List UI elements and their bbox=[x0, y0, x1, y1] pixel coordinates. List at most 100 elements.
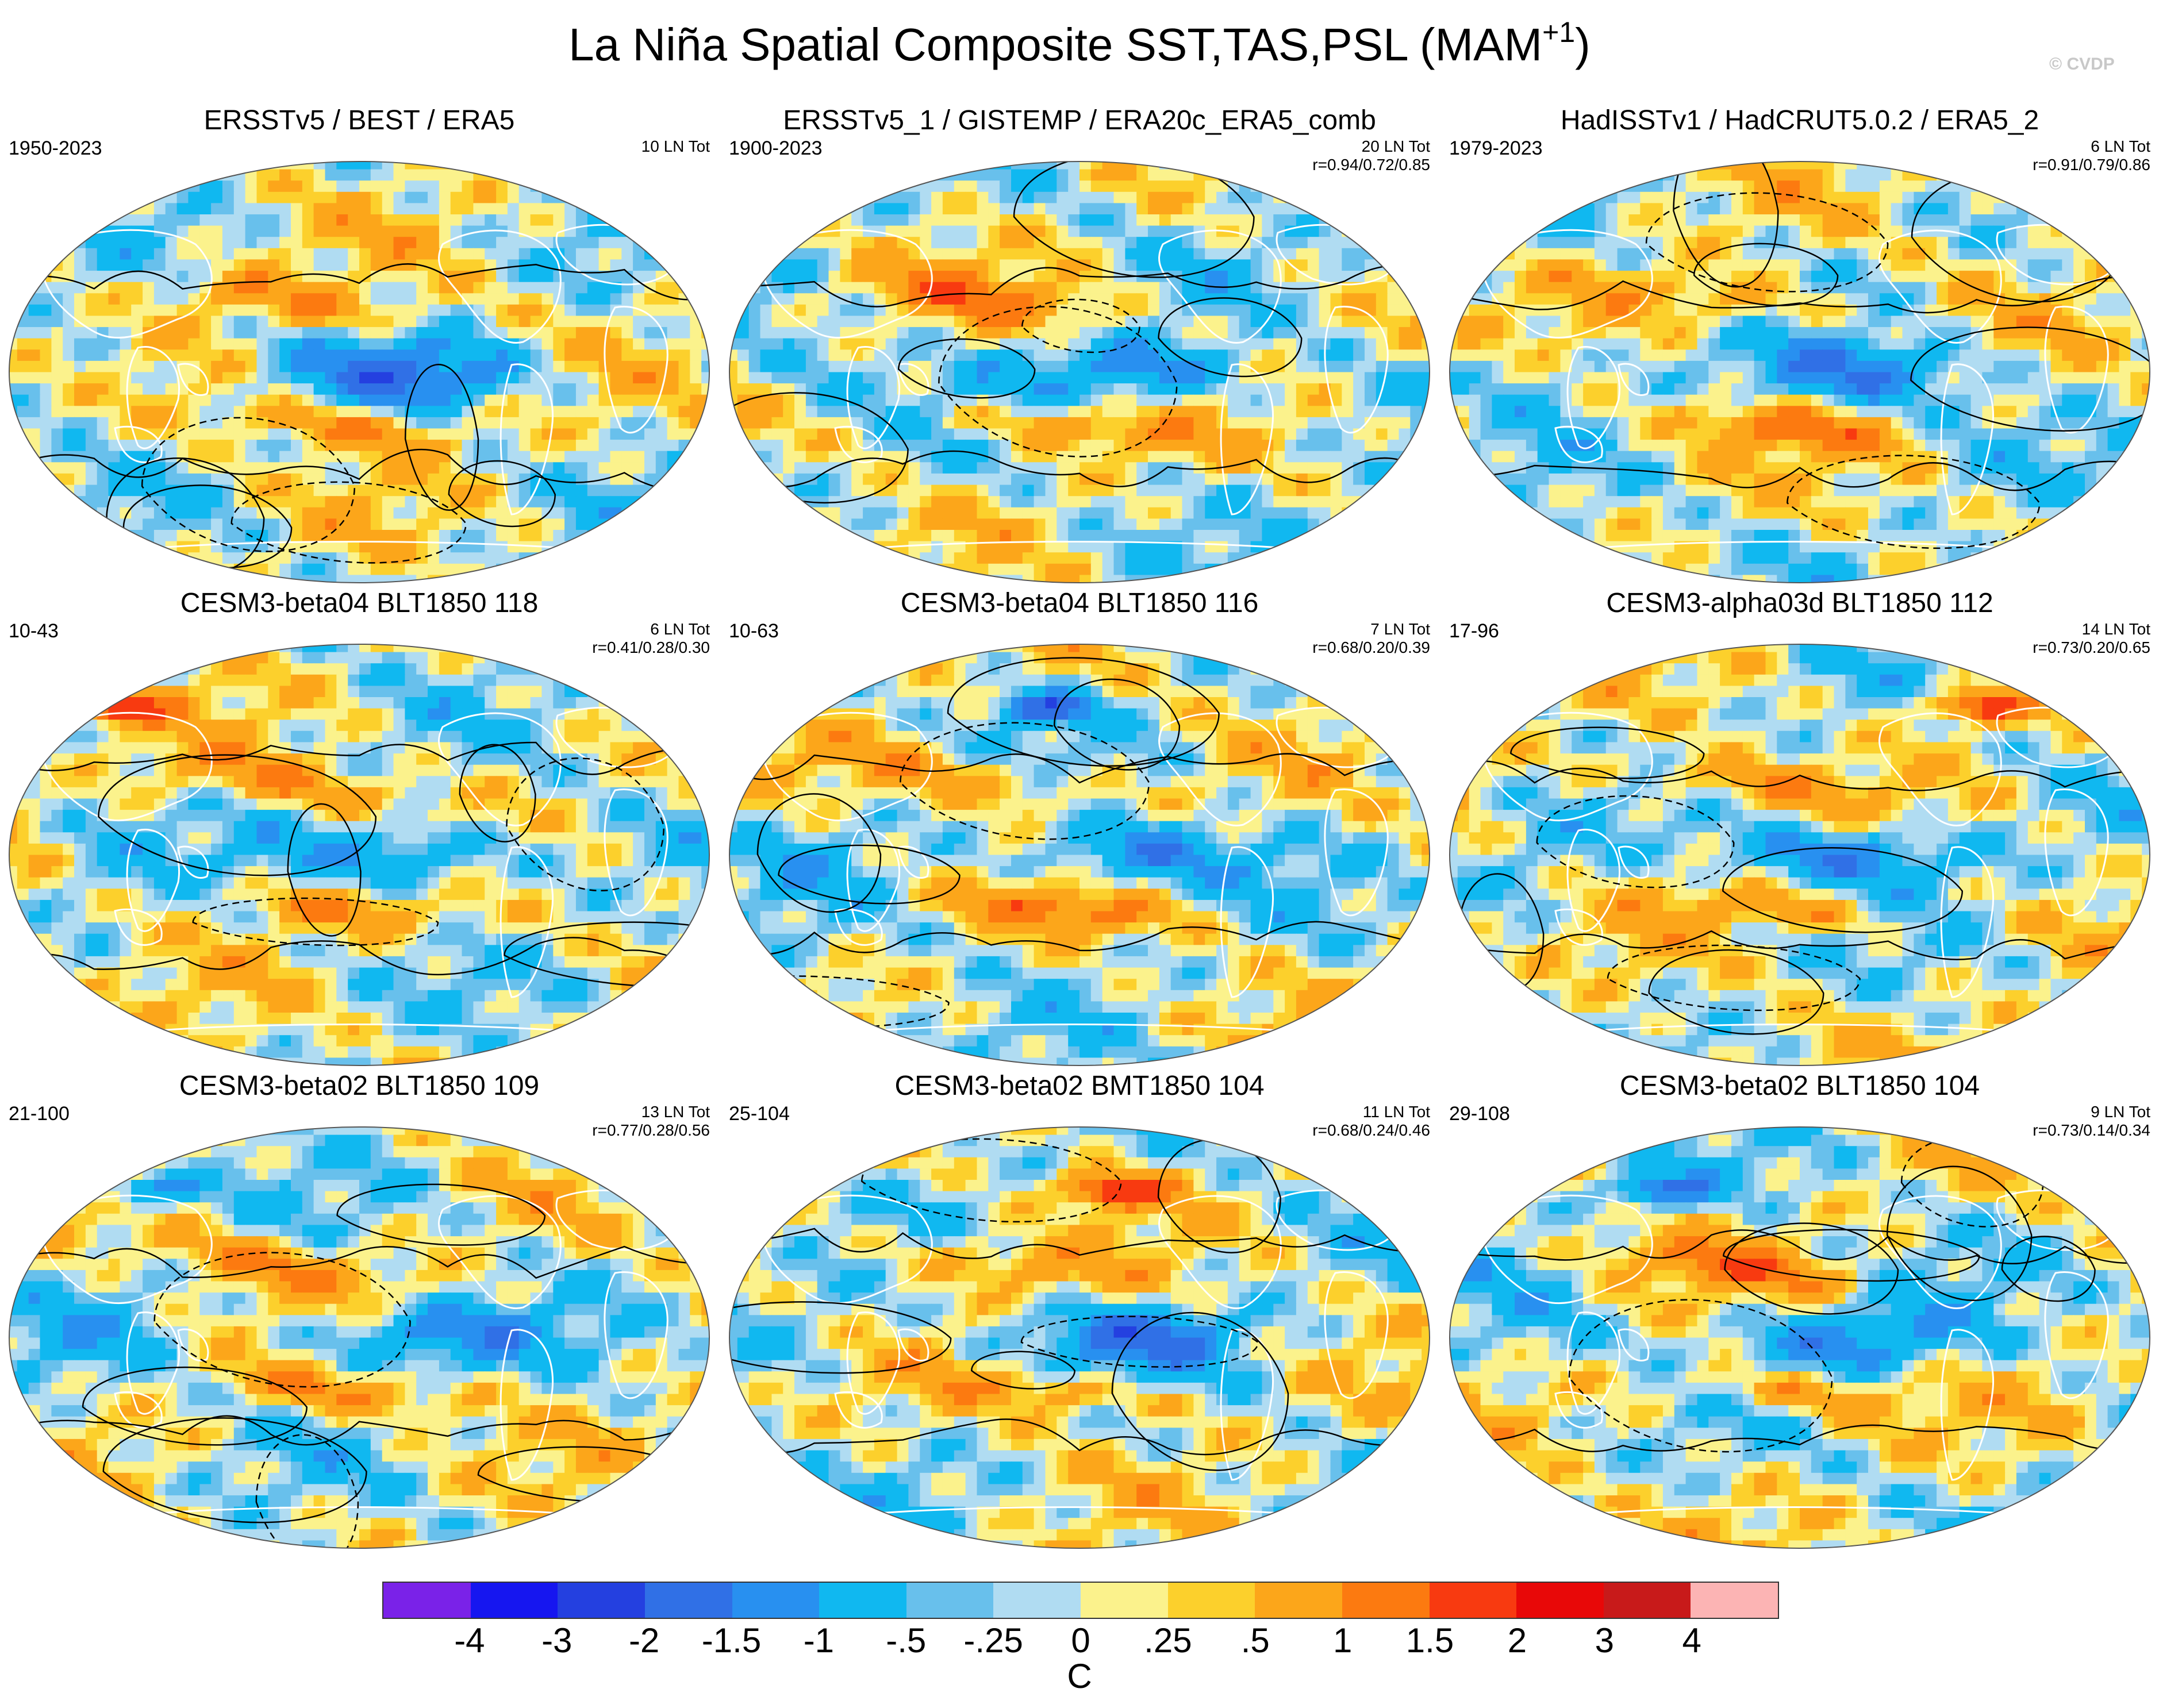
anomaly-cell bbox=[553, 304, 565, 317]
anomaly-cell bbox=[518, 496, 531, 508]
anomaly-cell bbox=[439, 372, 451, 384]
anomaly-cell bbox=[954, 360, 966, 373]
anomaly-cell bbox=[1387, 259, 1400, 271]
panel-event-count: 10 LN Tot bbox=[641, 138, 710, 155]
anomaly-cell bbox=[1387, 360, 1400, 373]
anomaly-cell bbox=[291, 304, 303, 317]
anomaly-cell bbox=[771, 203, 783, 215]
anomaly-cell bbox=[701, 484, 709, 497]
anomaly-cell bbox=[1480, 180, 1493, 193]
anomaly-cell bbox=[783, 406, 795, 418]
anomaly-cell bbox=[131, 180, 143, 193]
anomaly-cell bbox=[40, 541, 52, 553]
anomaly-cell bbox=[370, 507, 383, 520]
anomaly-cell bbox=[1148, 518, 1160, 530]
anomaly-cell bbox=[920, 496, 932, 508]
anomaly-cell bbox=[805, 507, 818, 520]
anomaly-cell bbox=[199, 394, 212, 407]
anomaly-cell bbox=[817, 293, 829, 305]
anomaly-cell bbox=[359, 259, 371, 271]
anomaly-cell bbox=[828, 191, 841, 204]
anomaly-cell bbox=[9, 237, 18, 249]
anomaly-cell bbox=[1080, 161, 1092, 170]
anomaly-cell bbox=[302, 394, 314, 407]
anomaly-cell bbox=[1113, 316, 1126, 328]
anomaly-cell bbox=[954, 237, 966, 249]
anomaly-cell bbox=[1136, 248, 1148, 260]
anomaly-cell bbox=[1285, 237, 1297, 249]
coastline bbox=[1158, 229, 1282, 344]
anomaly-cell bbox=[211, 225, 223, 237]
anomaly-cell bbox=[874, 338, 886, 351]
anomaly-cell bbox=[348, 248, 360, 260]
anomaly-cell bbox=[729, 237, 738, 249]
anomaly-cell bbox=[496, 440, 508, 452]
anomaly-cell bbox=[428, 451, 440, 463]
anomaly-cell bbox=[1879, 191, 1892, 204]
anomaly-cell bbox=[2039, 180, 2052, 193]
anomaly-cell bbox=[518, 507, 531, 520]
anomaly-cell bbox=[885, 248, 898, 260]
anomaly-cell bbox=[598, 575, 611, 583]
anomaly-cell bbox=[1319, 180, 1331, 193]
anomaly-cell bbox=[828, 417, 841, 429]
anomaly-cell bbox=[1000, 304, 1012, 317]
anomaly-cell bbox=[1399, 271, 1411, 283]
anomaly-cell bbox=[188, 214, 200, 226]
anomaly-cell bbox=[771, 541, 783, 553]
anomaly-cell bbox=[256, 417, 269, 429]
anomaly-cell bbox=[828, 237, 841, 249]
anomaly-cell bbox=[1034, 440, 1046, 452]
anomaly-cell bbox=[176, 496, 189, 508]
anomaly-cell bbox=[176, 293, 189, 305]
anomaly-cell bbox=[1045, 530, 1058, 542]
anomaly-cell bbox=[644, 394, 656, 407]
anomaly-cell bbox=[143, 180, 155, 193]
anomaly-cell bbox=[74, 575, 86, 583]
anomaly-cell bbox=[1193, 259, 1205, 271]
anomaly-cell bbox=[954, 338, 966, 351]
anomaly-cell bbox=[1296, 237, 1308, 249]
anomaly-cell bbox=[507, 203, 520, 215]
anomaly-cell bbox=[1148, 169, 1160, 181]
anomaly-cell bbox=[1720, 180, 1732, 193]
anomaly-cell bbox=[428, 484, 440, 497]
anomaly-cell bbox=[439, 484, 451, 497]
anomaly-cell bbox=[131, 225, 143, 237]
anomaly-cell bbox=[359, 237, 371, 249]
anomaly-cell bbox=[1330, 214, 1343, 226]
psl-contour bbox=[404, 364, 479, 511]
anomaly-cell bbox=[942, 225, 955, 237]
anomaly-cell bbox=[805, 214, 818, 226]
anomaly-cell bbox=[416, 225, 428, 237]
anomaly-cell bbox=[655, 473, 668, 486]
anomaly-cell bbox=[393, 440, 406, 452]
anomaly-cell bbox=[690, 191, 702, 204]
anomaly-cell bbox=[518, 428, 531, 440]
anomaly-cell bbox=[1000, 372, 1012, 384]
anomaly-cell bbox=[1330, 530, 1343, 542]
anomaly-cell bbox=[1296, 161, 1308, 170]
anomaly-cell bbox=[1572, 169, 1584, 181]
anomaly-cell bbox=[507, 563, 520, 576]
anomaly-cell bbox=[920, 484, 932, 497]
anomaly-cell bbox=[496, 428, 508, 440]
anomaly-cell bbox=[1422, 282, 1430, 294]
anomaly-cell bbox=[153, 372, 166, 384]
anomaly-cell bbox=[108, 161, 121, 170]
anomaly-cell bbox=[74, 394, 86, 407]
anomaly-cell bbox=[840, 225, 852, 237]
anomaly-cell bbox=[1034, 484, 1046, 497]
anomaly-cell bbox=[644, 563, 656, 576]
anomaly-cell bbox=[1227, 161, 1240, 170]
anomaly-cell bbox=[783, 507, 795, 520]
anomaly-cell bbox=[211, 180, 223, 193]
anomaly-cell bbox=[199, 360, 212, 373]
anomaly-cell bbox=[1319, 161, 1331, 170]
anomaly-cell bbox=[428, 271, 440, 283]
anomaly-cell bbox=[874, 473, 886, 486]
anomaly-cell bbox=[1000, 259, 1012, 271]
anomaly-cell bbox=[359, 214, 371, 226]
anomaly-cell bbox=[1068, 575, 1080, 583]
anomaly-cell bbox=[1090, 530, 1103, 542]
